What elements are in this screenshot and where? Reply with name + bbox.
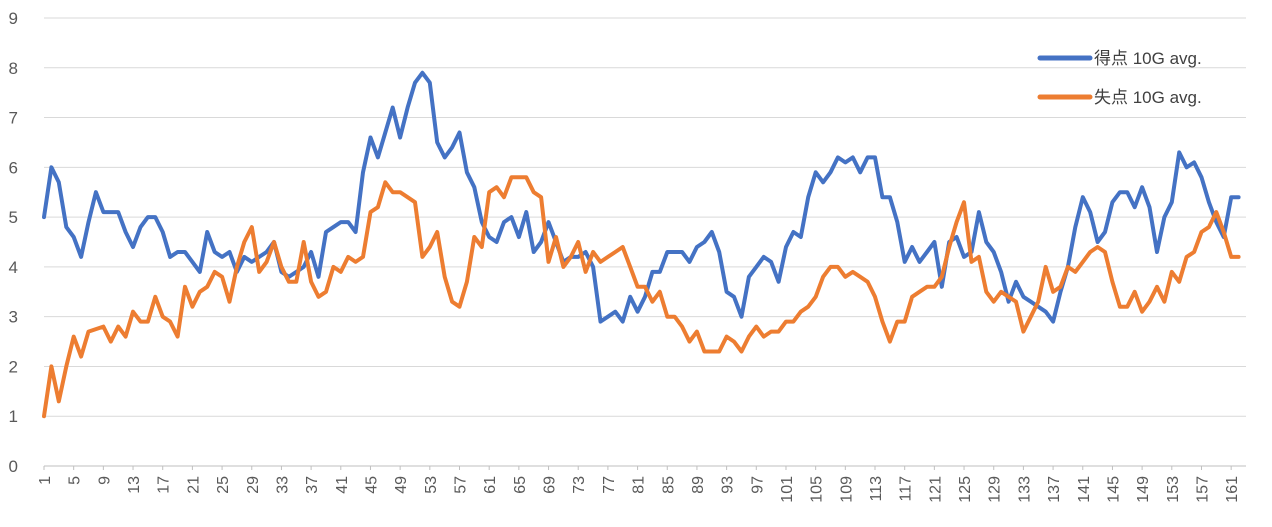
x-tick-label: 41	[334, 476, 351, 494]
y-axis: 0 1 2 3 4 5 6 7 8 9	[9, 9, 18, 476]
x-tick-label: 117	[898, 476, 915, 502]
x-tick-label: 53	[423, 476, 440, 494]
y-tick-label: 4	[9, 258, 18, 277]
x-tick-label: 13	[126, 476, 143, 494]
x-tick-label: 101	[779, 476, 796, 503]
x-tick-label: 125	[957, 476, 974, 503]
y-tick-label: 5	[9, 208, 18, 227]
x-tick-label: 153	[1165, 476, 1182, 503]
x-tick-label: 73	[571, 476, 588, 494]
x-tick-label: 33	[274, 476, 291, 494]
legend-label-conceded: 失点 10G avg.	[1094, 88, 1202, 107]
x-tick-label: 69	[542, 476, 559, 494]
series-line-0	[42, 70, 1241, 324]
series-line-1	[42, 175, 1241, 419]
x-tick-label: 45	[363, 476, 380, 494]
x-tick-label: 137	[1046, 476, 1063, 503]
x-tick-label: 93	[720, 476, 737, 494]
legend: 得点 10G avg. 失点 10G avg.	[1037, 49, 1202, 107]
x-tick-label: 145	[1105, 476, 1122, 503]
y-tick-label: 3	[9, 308, 18, 327]
x-tick-label: 89	[690, 476, 707, 494]
x-tick-label: 61	[482, 476, 499, 494]
x-tick-label: 161	[1224, 476, 1241, 503]
x-tick-label: 121	[927, 476, 944, 503]
x-tick-label: 109	[838, 476, 855, 503]
x-tick-label: 37	[304, 476, 321, 494]
series-lines	[42, 70, 1241, 419]
x-tick-label: 77	[601, 476, 618, 494]
x-tick-label: 81	[631, 476, 648, 494]
x-tick-label: 5	[67, 476, 84, 485]
x-tick-label: 133	[1016, 476, 1033, 503]
x-tick-label: 149	[1135, 476, 1152, 503]
x-tick-label: 25	[215, 476, 232, 494]
x-tick-label: 141	[1076, 476, 1093, 503]
y-tick-label: 6	[9, 158, 18, 177]
y-tick-label: 7	[9, 109, 18, 128]
x-tick-label: 97	[749, 476, 766, 494]
x-tick-label: 65	[512, 476, 529, 494]
x-tick-label: 105	[809, 476, 826, 503]
x-tick-label: 157	[1194, 476, 1211, 503]
x-tick-label: 85	[660, 476, 677, 494]
y-tick-label: 9	[9, 9, 18, 28]
x-tick-label: 29	[245, 476, 262, 494]
x-tick-label: 57	[453, 476, 470, 494]
legend-label-scored: 得点 10G avg.	[1094, 49, 1202, 68]
x-axis: 1 5 9 13 17 21 25 29 33 37 41 45 49 53 57 61 65 69 73 77 81 8…	[37, 466, 1241, 503]
gridlines	[44, 17, 1246, 467]
x-tick-label: 129	[987, 476, 1004, 503]
y-tick-label: 0	[9, 457, 18, 476]
y-tick-label: 1	[9, 407, 18, 426]
x-tick-label: 49	[393, 476, 410, 494]
x-tick-label: 113	[868, 476, 885, 502]
x-tick-label: 17	[156, 476, 173, 494]
x-tick-label: 21	[185, 476, 202, 494]
x-tick-label: 1	[37, 476, 54, 485]
y-tick-label: 2	[9, 357, 18, 376]
y-tick-label: 8	[9, 59, 18, 78]
x-tick-label: 9	[96, 476, 113, 485]
